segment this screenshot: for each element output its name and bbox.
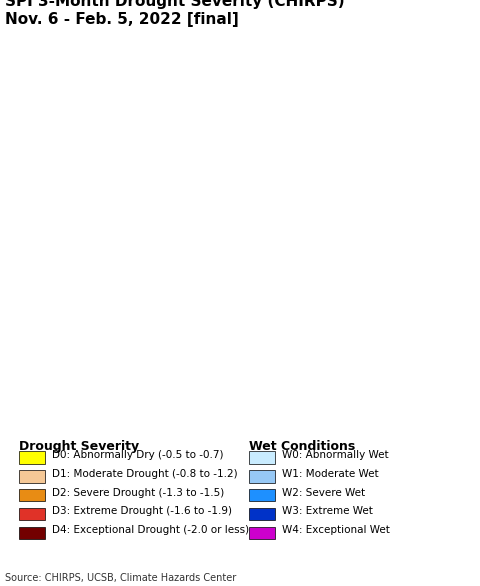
Text: W4: Exceptional Wet: W4: Exceptional Wet — [282, 525, 390, 536]
Text: Source: CHIRPS, UCSB, Climate Hazards Center: Source: CHIRPS, UCSB, Climate Hazards Ce… — [5, 573, 236, 583]
FancyBboxPatch shape — [19, 527, 45, 539]
FancyBboxPatch shape — [250, 470, 276, 483]
Text: D2: Severe Drought (-1.3 to -1.5): D2: Severe Drought (-1.3 to -1.5) — [52, 488, 224, 498]
Text: W0: Abnormally Wet: W0: Abnormally Wet — [282, 450, 389, 460]
Text: D4: Exceptional Drought (-2.0 or less): D4: Exceptional Drought (-2.0 or less) — [52, 525, 249, 536]
Text: D1: Moderate Drought (-0.8 to -1.2): D1: Moderate Drought (-0.8 to -1.2) — [52, 469, 238, 479]
Text: Wet Conditions: Wet Conditions — [250, 440, 356, 453]
Text: W1: Moderate Wet: W1: Moderate Wet — [282, 469, 379, 479]
Text: W3: Extreme Wet: W3: Extreme Wet — [282, 506, 373, 516]
FancyBboxPatch shape — [250, 507, 276, 520]
FancyBboxPatch shape — [19, 470, 45, 483]
FancyBboxPatch shape — [19, 507, 45, 520]
FancyBboxPatch shape — [250, 489, 276, 502]
FancyBboxPatch shape — [250, 527, 276, 539]
Text: D3: Extreme Drought (-1.6 to -1.9): D3: Extreme Drought (-1.6 to -1.9) — [52, 506, 232, 516]
Text: Drought Severity: Drought Severity — [19, 440, 139, 453]
Text: D0: Abnormally Dry (-0.5 to -0.7): D0: Abnormally Dry (-0.5 to -0.7) — [52, 450, 223, 460]
FancyBboxPatch shape — [19, 451, 45, 464]
Text: SPI 3-Month Drought Severity (CHIRPS)
Nov. 6 - Feb. 5, 2022 [final]: SPI 3-Month Drought Severity (CHIRPS) No… — [5, 0, 345, 27]
Text: W2: Severe Wet: W2: Severe Wet — [282, 488, 365, 498]
FancyBboxPatch shape — [19, 489, 45, 502]
FancyBboxPatch shape — [250, 451, 276, 464]
